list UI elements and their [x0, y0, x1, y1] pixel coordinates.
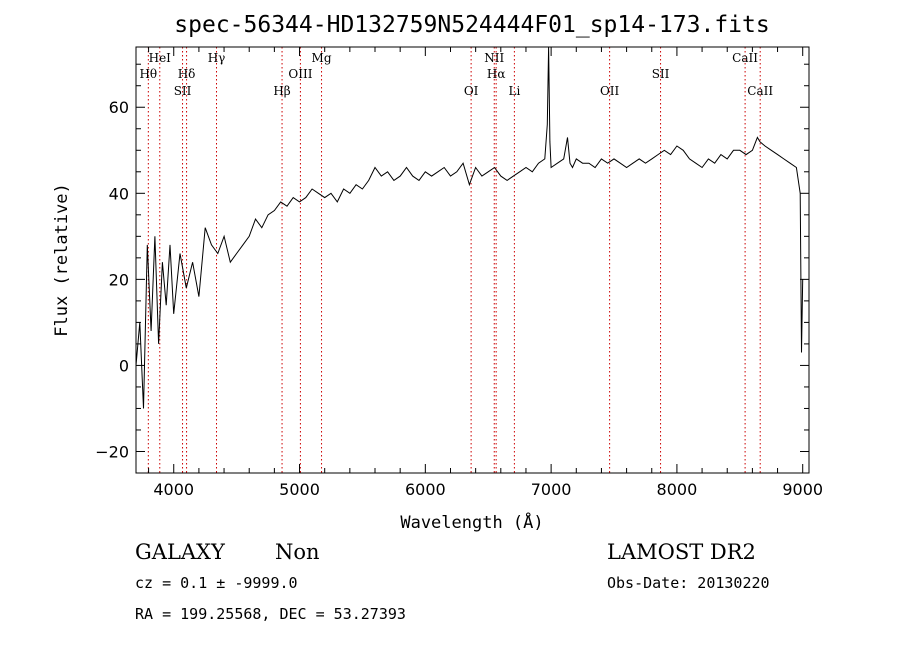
x-tick-label: 4000: [153, 480, 194, 499]
object-class: GALAXY: [135, 540, 226, 564]
line-marker-label: Li: [508, 84, 520, 98]
observation-date: Obs-Date: 20130220: [607, 574, 770, 592]
line-marker-label: SII: [174, 84, 192, 98]
chart-title: spec-56344-HD132759N524444F01_sp14-173.f…: [174, 12, 769, 38]
coordinates: RA = 199.25568, DEC = 53.27393: [135, 605, 406, 623]
spectrum-series-line: [135, 46, 804, 409]
x-tick-label: 5000: [279, 480, 320, 499]
y-tick-label: 0: [119, 356, 129, 375]
x-tick-label: 8000: [657, 480, 698, 499]
line-marker-label: OII: [600, 84, 620, 98]
line-marker-label: HeI: [149, 51, 172, 65]
x-tick-label: 6000: [405, 480, 446, 499]
axis-ticks: 4000 5000 6000 7000 8000 9000 −20 0 20 40 60: [95, 47, 823, 499]
line-marker-label: OIII: [288, 67, 312, 81]
redshift-cz: cz = 0.1 ± -9999.0: [135, 574, 298, 592]
line-marker-label: OI: [464, 84, 479, 98]
y-tick-label: 60: [109, 98, 129, 117]
line-marker-label: CaII: [732, 51, 758, 65]
line-marker-label: Mg: [312, 51, 332, 65]
x-tick-label: 9000: [782, 480, 823, 499]
x-tick-label: 7000: [531, 480, 572, 499]
y-tick-label: −20: [95, 442, 129, 461]
line-marker-label: Hδ: [178, 67, 196, 81]
line-marker-label: SII: [652, 67, 670, 81]
x-axis-label: Wavelength (Å): [400, 511, 543, 533]
object-subclass: Non: [275, 540, 320, 564]
line-marker-label: CaII: [747, 84, 773, 98]
survey-name: LAMOST DR2: [607, 540, 756, 564]
line-marker-label: Hγ: [208, 51, 226, 65]
y-axis-label: Flux (relative): [52, 183, 72, 337]
line-marker-label: NII: [484, 51, 504, 65]
line-marker-label: Hα: [487, 67, 506, 81]
y-tick-label: 20: [109, 270, 129, 289]
y-tick-label: 40: [109, 184, 129, 203]
plot-frame: [135, 46, 810, 474]
line-marker-label: Hβ: [273, 84, 290, 98]
line-marker-label: Hθ: [139, 67, 157, 81]
